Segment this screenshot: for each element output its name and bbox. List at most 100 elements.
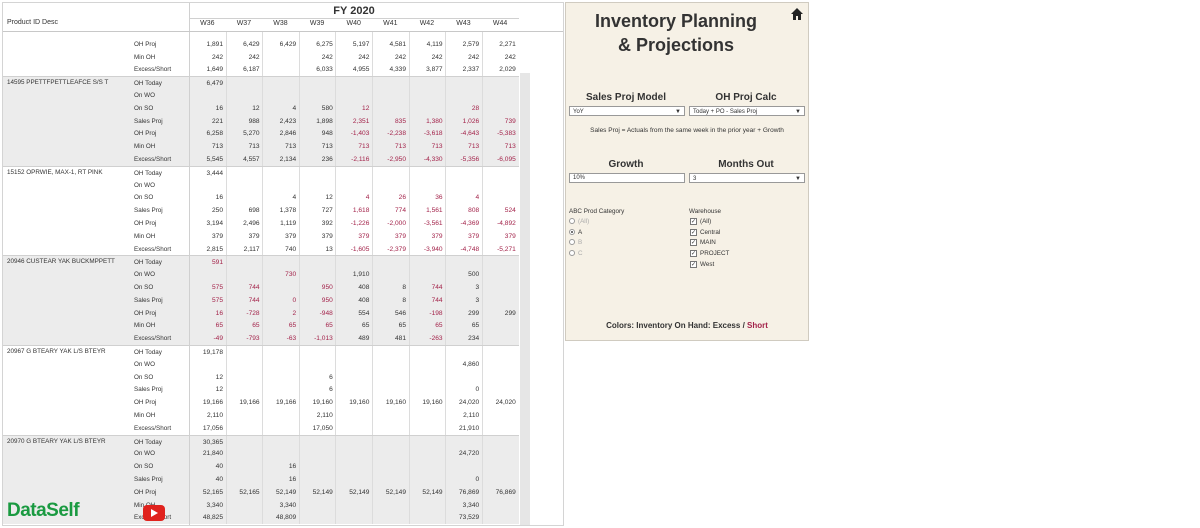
table-cell[interactable]: 379 bbox=[468, 232, 480, 240]
table-cell[interactable]: 65 bbox=[288, 322, 297, 330]
table-cell[interactable]: 234 bbox=[468, 335, 480, 343]
table-cell[interactable]: 1,119 bbox=[280, 220, 297, 227]
table-cell[interactable]: 242 bbox=[248, 53, 260, 61]
product-id-desc[interactable]: 20967 G BTEARY YAK L/S BTEYR bbox=[7, 348, 106, 355]
sales-proj-model-select[interactable]: YoY ▼ bbox=[569, 106, 685, 116]
table-cell[interactable]: 242 bbox=[211, 53, 223, 61]
table-cell[interactable]: 4,955 bbox=[352, 66, 370, 74]
table-cell[interactable]: 4,339 bbox=[389, 66, 406, 74]
table-cell[interactable]: 546 bbox=[394, 309, 406, 317]
table-cell[interactable]: 12 bbox=[215, 373, 223, 381]
table-cell[interactable]: 713 bbox=[248, 143, 260, 151]
table-cell[interactable]: 730 bbox=[285, 271, 297, 279]
table-cell[interactable]: 0 bbox=[292, 296, 297, 304]
table-cell[interactable]: 52,165 bbox=[239, 488, 260, 496]
table-cell[interactable]: 5,545 bbox=[206, 156, 223, 163]
table-cell[interactable]: 26 bbox=[398, 194, 406, 202]
table-cell[interactable]: 65 bbox=[398, 322, 406, 330]
table-cell[interactable]: 48,809 bbox=[276, 514, 297, 522]
dataself-logo[interactable]: DataSelf bbox=[7, 500, 80, 521]
table-cell[interactable]: 379 bbox=[394, 232, 406, 240]
table-cell[interactable]: 6,429 bbox=[279, 40, 297, 48]
table-cell[interactable]: 36 bbox=[435, 194, 443, 202]
table-cell[interactable]: -4,892 bbox=[497, 220, 516, 227]
months-out-select[interactable]: 3 ▼ bbox=[689, 173, 805, 183]
table-cell[interactable]: 744 bbox=[431, 284, 443, 291]
table-cell[interactable]: 713 bbox=[394, 143, 406, 151]
table-cell[interactable]: 2 bbox=[292, 309, 297, 317]
table-cell[interactable]: -728 bbox=[246, 309, 260, 317]
table-cell[interactable]: 1,898 bbox=[316, 117, 333, 125]
growth-input[interactable]: 10% bbox=[569, 173, 685, 183]
table-cell[interactable]: 744 bbox=[248, 284, 260, 291]
table-cell[interactable]: 2,579 bbox=[462, 40, 480, 48]
table-cell[interactable]: 739 bbox=[504, 117, 516, 125]
table-cell[interactable]: 554 bbox=[358, 309, 370, 317]
table-cell[interactable]: 13 bbox=[325, 245, 333, 253]
checkbox-icon[interactable]: ✓ bbox=[690, 250, 697, 258]
table-cell[interactable]: 3,877 bbox=[426, 66, 443, 74]
table-cell[interactable]: 242 bbox=[468, 53, 480, 61]
table-cell[interactable]: 52,149 bbox=[312, 488, 333, 496]
table-cell[interactable]: 40 bbox=[215, 476, 223, 483]
table-cell[interactable]: -4,369 bbox=[460, 220, 480, 227]
table-cell[interactable]: 250 bbox=[211, 207, 223, 215]
table-cell[interactable]: -4,643 bbox=[460, 130, 480, 138]
table-cell[interactable]: -1,605 bbox=[350, 245, 370, 253]
table-cell[interactable]: -5,271 bbox=[497, 245, 516, 253]
table-cell[interactable]: 379 bbox=[285, 232, 297, 240]
table-cell[interactable]: -2,000 bbox=[387, 220, 406, 227]
table-cell[interactable]: 6,429 bbox=[243, 40, 260, 48]
table-cell[interactable]: 4 bbox=[292, 104, 297, 112]
abc-option[interactable]: (All) bbox=[569, 218, 589, 228]
table-cell[interactable]: 2,337 bbox=[462, 66, 480, 74]
table-cell[interactable]: 740 bbox=[285, 245, 297, 253]
table-cell[interactable]: 242 bbox=[321, 53, 333, 61]
table-cell[interactable]: 580 bbox=[321, 104, 333, 112]
table-cell[interactable]: 6,275 bbox=[316, 40, 333, 48]
table-cell[interactable]: 12 bbox=[362, 104, 370, 112]
table-cell[interactable]: 65 bbox=[252, 322, 260, 330]
table-cell[interactable]: 4,581 bbox=[389, 40, 406, 48]
table-cell[interactable]: 16 bbox=[288, 463, 297, 471]
table-cell[interactable]: 4,860 bbox=[462, 360, 480, 368]
table-cell[interactable]: -2,238 bbox=[387, 130, 406, 138]
table-cell[interactable]: 16 bbox=[215, 309, 223, 317]
table-cell[interactable]: 489 bbox=[358, 335, 370, 343]
table-cell[interactable]: 1,378 bbox=[279, 207, 297, 215]
table-cell[interactable]: 12 bbox=[215, 386, 223, 394]
table-cell[interactable]: 52,149 bbox=[385, 488, 406, 496]
table-cell[interactable]: 221 bbox=[211, 117, 223, 125]
table-cell[interactable]: 65 bbox=[215, 322, 223, 330]
table-cell[interactable]: 30,365 bbox=[202, 438, 223, 446]
table-cell[interactable]: 713 bbox=[321, 143, 333, 151]
home-icon[interactable] bbox=[790, 7, 804, 21]
table-cell[interactable]: 774 bbox=[394, 207, 406, 215]
table-cell[interactable]: -2,116 bbox=[351, 156, 370, 163]
table-cell[interactable]: 236 bbox=[321, 156, 333, 163]
table-cell[interactable]: 2,351 bbox=[352, 117, 370, 125]
table-cell[interactable]: 8 bbox=[402, 296, 406, 304]
table-cell[interactable]: 2,110 bbox=[463, 412, 480, 419]
table-cell[interactable]: -5,356 bbox=[460, 156, 480, 163]
vertical-scrollbar[interactable] bbox=[520, 73, 530, 525]
table-cell[interactable]: 19,166 bbox=[202, 399, 223, 407]
checkbox-icon[interactable]: ✓ bbox=[690, 218, 697, 225]
warehouse-option[interactable]: ✓ PROJECT bbox=[690, 250, 729, 260]
table-cell[interactable]: 242 bbox=[504, 53, 516, 61]
table-cell[interactable]: 575 bbox=[211, 296, 223, 304]
table-cell[interactable]: 5,270 bbox=[243, 130, 260, 138]
table-cell[interactable]: 408 bbox=[358, 284, 370, 291]
table-cell[interactable]: -3,561 bbox=[423, 220, 443, 227]
table-cell[interactable]: 713 bbox=[285, 143, 297, 151]
table-cell[interactable]: 2,846 bbox=[279, 130, 297, 138]
table-cell[interactable]: -1,403 bbox=[350, 130, 370, 138]
table-cell[interactable]: 21,840 bbox=[202, 450, 223, 458]
table-cell[interactable]: 713 bbox=[504, 143, 516, 151]
table-cell[interactable]: 12 bbox=[325, 194, 333, 202]
table-cell[interactable]: 1,561 bbox=[426, 207, 443, 215]
table-cell[interactable]: 6,258 bbox=[206, 130, 223, 138]
table-cell[interactable]: 52,149 bbox=[276, 488, 297, 496]
table-cell[interactable]: 4,119 bbox=[426, 40, 443, 48]
abc-option[interactable]: B bbox=[569, 239, 582, 249]
